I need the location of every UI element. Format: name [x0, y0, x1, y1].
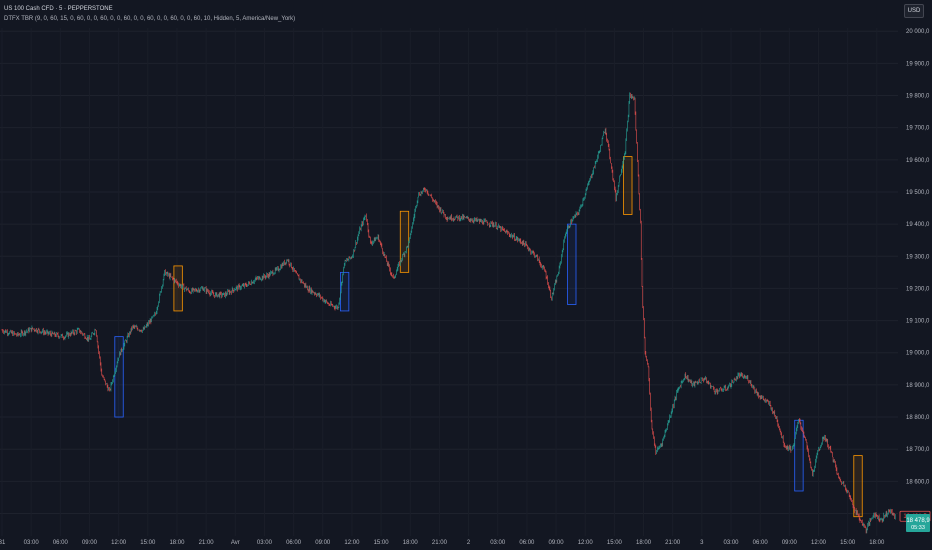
y-tick-label: 18 900,0 [906, 383, 930, 389]
orange-tbr-box [853, 455, 863, 518]
x-tick-label: 15:00 [840, 540, 856, 546]
orange-tbr-box [399, 210, 410, 273]
tbr-boxes [114, 156, 863, 518]
last-price-label: 18 478,9 [906, 518, 930, 524]
x-tick-label: 15:00 [140, 540, 156, 546]
last-time-label: 05:33 [911, 525, 925, 531]
x-tick-label: 21:00 [199, 540, 215, 546]
y-tick-label: 19 000,0 [906, 351, 930, 357]
y-tick-label: 19 900,0 [906, 61, 930, 67]
x-tick-label: 18:00 [169, 540, 185, 546]
x-tick-label: 31 [0, 540, 6, 546]
orange-tbr-box [173, 265, 183, 312]
y-tick-label: 19 200,0 [906, 286, 930, 292]
y-tick-label: 19 800,0 [906, 94, 930, 100]
y-tick-label: 19 500,0 [906, 190, 930, 196]
x-tick-label: 09:00 [549, 540, 565, 546]
x-tick-label: 15:00 [607, 540, 623, 546]
x-tick-label: 03:00 [490, 540, 506, 546]
y-tick-label: 18 700,0 [906, 447, 930, 453]
orange-tbr-box [623, 156, 633, 215]
y-tick-label: 19 700,0 [906, 126, 930, 132]
x-tick-label: 3 [700, 540, 704, 546]
x-tick-label: Avr [231, 540, 240, 546]
x-tick-label: 06:00 [753, 540, 769, 546]
grid [0, 28, 898, 536]
x-tick-label: 2 [467, 540, 471, 546]
y-tick-label: 20 000,0 [906, 29, 930, 35]
y-tick-label: 19 300,0 [906, 254, 930, 260]
y-tick-label: 19 100,0 [906, 319, 930, 325]
x-tick-label: 18:00 [869, 540, 885, 546]
blue-tbr-box [567, 223, 577, 305]
x-tick-label: 21:00 [665, 540, 681, 546]
x-tick-label: 09:00 [82, 540, 98, 546]
x-tick-label: 18:00 [403, 540, 419, 546]
x-tick-label: 03:00 [257, 540, 273, 546]
indicator-legend[interactable]: DTFX TBR (9, 0, 60, 15, 0, 60, 0, 0, 60,… [4, 16, 296, 22]
x-tick-label: 09:00 [782, 540, 798, 546]
x-tick-label: 12:00 [578, 540, 594, 546]
blue-tbr-box [340, 271, 350, 312]
y-tick-label: 19 400,0 [906, 222, 930, 228]
x-tick-label: 06:00 [286, 540, 302, 546]
x-tick-label: 12:00 [111, 540, 127, 546]
y-tick-label: 19 600,0 [906, 158, 930, 164]
last-price-tag [906, 514, 930, 532]
price-axis[interactable]: 20 000,0 19 900,0 19 800,0 19 700,0 19 600,0… [906, 29, 930, 517]
x-tick-label: 15:00 [374, 540, 390, 546]
x-tick-label: 06:00 [53, 540, 69, 546]
x-tick-label: 18:00 [636, 540, 652, 546]
x-tick-label: 06:00 [519, 540, 535, 546]
currency-button[interactable]: USD [904, 4, 924, 18]
price-labels: 18 491,518 478,905:33 [899, 510, 931, 532]
x-tick-label: 12:00 [811, 540, 827, 546]
x-tick-label: 09:00 [315, 540, 331, 546]
blue-tbr-box [794, 419, 804, 492]
x-tick-label: 12:00 [344, 540, 360, 546]
x-tick-label: 03:00 [724, 540, 740, 546]
y-tick-label: 18 600,0 [906, 479, 930, 485]
candles [1, 92, 896, 534]
time-axis[interactable]: 31 03:00 06:00 09:00 12:00 15:00 18:00 21:00 Avr… [0, 540, 885, 546]
y-tick-label: 18 800,0 [906, 415, 930, 421]
symbol-title[interactable]: US 100 Cash CFD · 5 · PEPPERSTONE [4, 6, 113, 12]
blue-tbr-box [114, 336, 124, 418]
x-tick-label: 21:00 [432, 540, 448, 546]
x-tick-label: 03:00 [24, 540, 40, 546]
